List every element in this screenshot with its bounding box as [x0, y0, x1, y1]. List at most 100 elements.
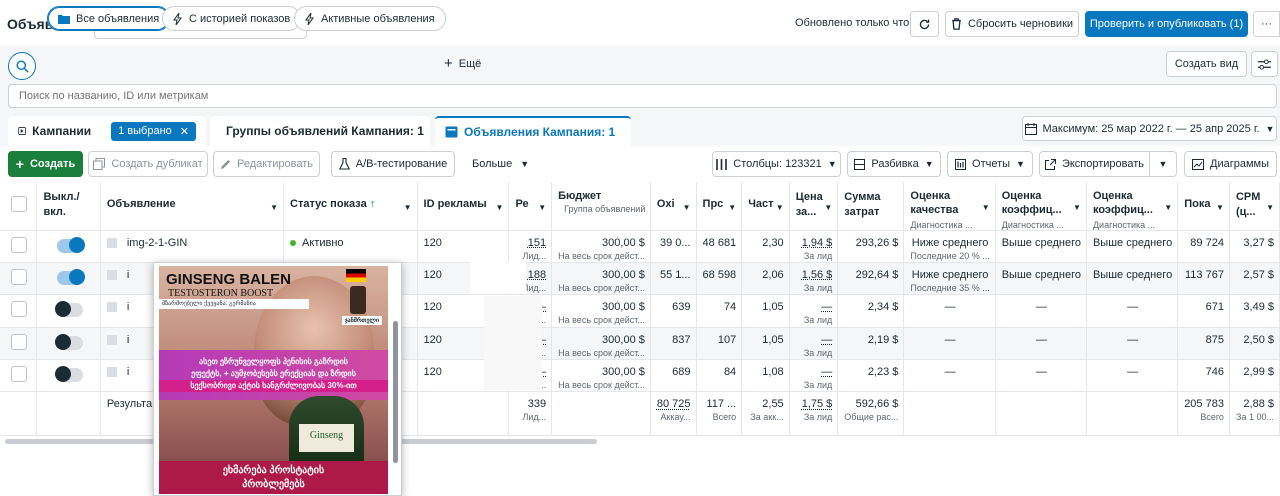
totals-cpm_sub: За 1 00... — [1236, 412, 1274, 423]
ad-name[interactable]: i — [126, 333, 130, 346]
row-checkbox[interactable] — [11, 268, 27, 285]
table-row[interactable]: img-2-1-GIN Активно 120 151 Лид... 300,00… — [0, 230, 1280, 263]
more-actions-button[interactable]: Больше ▼ — [472, 158, 529, 170]
delivery-toggle[interactable] — [55, 333, 84, 350]
delivery-toggle[interactable] — [55, 301, 84, 318]
totals-frequency: 2,55 — [762, 398, 784, 411]
row-toggle-cell[interactable] — [36, 327, 101, 361]
reach-cell: 39 0... — [650, 230, 697, 263]
review-publish-button[interactable]: Проверить и опубликовать (1) — [1085, 11, 1248, 37]
reports-button[interactable]: Отчеты ▼ — [947, 151, 1033, 177]
edit-button[interactable]: Редактировать — [213, 151, 320, 177]
row-select-cell[interactable] — [0, 359, 38, 393]
reach-value: 689 — [672, 366, 691, 379]
header-conversion[interactable]: Оценка коэффиц... Диагностика ... ▼ — [1086, 182, 1179, 231]
header-engagement-sub: Диагностика ... — [1001, 219, 1064, 230]
view-settings-button[interactable] — [1251, 51, 1278, 77]
chevron-down-icon: ▼ — [520, 159, 530, 169]
filter-history-label: С историей показов — [189, 12, 291, 25]
tab-adsets[interactable]: Группы объявлений Кампания: 1 — [210, 116, 430, 146]
ad-thumbnail-icon — [106, 367, 117, 378]
tab-campaigns[interactable]: Кампании 1 выбрано ✕ — [8, 116, 206, 146]
header-frequency[interactable]: Част ▼ — [741, 182, 790, 231]
header-cpm[interactable]: CPM (ц... ▼ — [1229, 182, 1280, 231]
ad-name[interactable]: i — [126, 268, 130, 281]
header-results[interactable]: Ре ▼ — [508, 182, 553, 231]
header-spent[interactable]: Сумма затрат — [837, 182, 905, 231]
date-range-button[interactable]: Максимум: 25 мар 2022 г. — 25 апр 2025 г… — [1022, 116, 1277, 141]
row-toggle-cell[interactable] — [36, 294, 101, 328]
totals-empty-cell — [36, 391, 101, 437]
impressions-cell: 84 — [696, 359, 743, 393]
header-cpr[interactable]: Цена за... ▼ — [789, 182, 839, 231]
row-select-cell[interactable] — [0, 262, 38, 296]
ad-thumbnail-icon — [106, 269, 117, 280]
export-dropdown-button[interactable]: ▼ — [1149, 151, 1177, 177]
header-quality[interactable]: Оценка качества Диагностика ... ▼ — [903, 182, 996, 231]
id-redaction — [484, 296, 542, 390]
delivery-toggle[interactable] — [57, 268, 86, 285]
duplicate-button[interactable]: Создать дубликат — [88, 151, 208, 177]
header-shows[interactable]: Пока ▼ — [1177, 182, 1230, 231]
preview-scrollbar[interactable] — [393, 321, 398, 463]
header-engagement-label: Оценка коэффиц... — [1001, 190, 1062, 216]
header-select-all[interactable] — [0, 182, 38, 231]
row-select-cell[interactable] — [0, 294, 38, 328]
row-toggle-cell[interactable] — [36, 230, 101, 263]
header-budget[interactable]: Бюджет Группа объявлений — [551, 182, 651, 231]
filter-more-button[interactable]: + Ещё — [444, 56, 481, 71]
ad-name[interactable]: i — [126, 301, 130, 314]
cpr-cell: 1,94 $ За лид — [789, 230, 839, 263]
create-button[interactable]: + Создать — [8, 151, 83, 177]
calendar-icon — [1024, 122, 1037, 135]
selected-chip-label: 1 выбрано — [118, 124, 172, 137]
filter-bar — [0, 46, 1280, 82]
row-checkbox[interactable] — [11, 236, 27, 253]
filter-history[interactable]: С историей показов — [162, 6, 302, 31]
tab-ads[interactable]: Объявления Кампания: 1 — [435, 116, 631, 146]
header-reach[interactable]: Охі ▼ — [650, 182, 697, 231]
export-button[interactable]: Экспортировать — [1039, 151, 1150, 177]
create-view-button[interactable]: Создать вид — [1166, 51, 1247, 77]
discard-drafts-button[interactable]: Сбросить черновики — [945, 11, 1079, 37]
chart-icon — [1192, 158, 1204, 170]
header-impressions[interactable]: Прс ▼ — [696, 182, 743, 231]
header-frequency-label: Част — [748, 198, 774, 210]
selected-chip[interactable]: 1 выбрано ✕ — [111, 121, 196, 141]
row-toggle-cell[interactable] — [36, 359, 101, 393]
delivery-toggle[interactable] — [57, 236, 86, 253]
row-checkbox[interactable] — [11, 333, 27, 350]
header-engagement[interactable]: Оценка коэффиц... Диагностика ... ▼ — [995, 182, 1087, 231]
budget-value: 300,00 $ — [602, 333, 645, 346]
columns-button[interactable]: Столбцы: 123321 ▼ — [712, 151, 841, 177]
header-id[interactable]: ID рекламы ▼ — [417, 182, 510, 231]
select-all-checkbox[interactable] — [11, 196, 27, 212]
ab-test-button[interactable]: A/B-тестирование — [331, 151, 455, 177]
row-toggle-cell[interactable] — [36, 262, 101, 296]
refresh-button[interactable] — [910, 11, 939, 37]
ad-name-cell[interactable]: img-2-1-GIN — [100, 230, 285, 263]
filter-all-ads[interactable]: Все объявления — [47, 6, 171, 31]
row-checkbox[interactable] — [11, 301, 27, 318]
row-select-cell[interactable] — [0, 230, 38, 263]
ad-name[interactable]: i — [126, 366, 130, 379]
breakdown-button[interactable]: Разбивка ▼ — [847, 151, 941, 177]
more-menu-button[interactable]: ··· — [1253, 11, 1280, 37]
row-select-cell[interactable] — [0, 327, 38, 361]
spent-cell: 2,19 $ — [837, 327, 905, 361]
delivery-toggle[interactable] — [55, 366, 84, 383]
sort-caret-icon: ▼ — [1266, 203, 1274, 212]
reach-value: 837 — [672, 333, 691, 346]
conversion-value: Выше среднего — [1092, 268, 1173, 281]
search-toggle-button[interactable] — [8, 52, 36, 80]
close-icon[interactable]: ✕ — [179, 125, 189, 138]
charts-button[interactable]: Диаграммы — [1184, 151, 1277, 177]
ad-name[interactable]: img-2-1-GIN — [126, 236, 188, 249]
filter-active[interactable]: Активные объявления — [294, 6, 446, 31]
cpm-value: 2,57 $ — [1243, 268, 1274, 281]
row-checkbox[interactable] — [11, 366, 27, 383]
search-input[interactable] — [8, 84, 1277, 108]
frequency-value: 2,06 — [762, 268, 784, 281]
header-status[interactable]: Статус показа ↑ ▼ — [283, 182, 418, 231]
header-ad[interactable]: Объявление ▼ — [100, 182, 285, 231]
